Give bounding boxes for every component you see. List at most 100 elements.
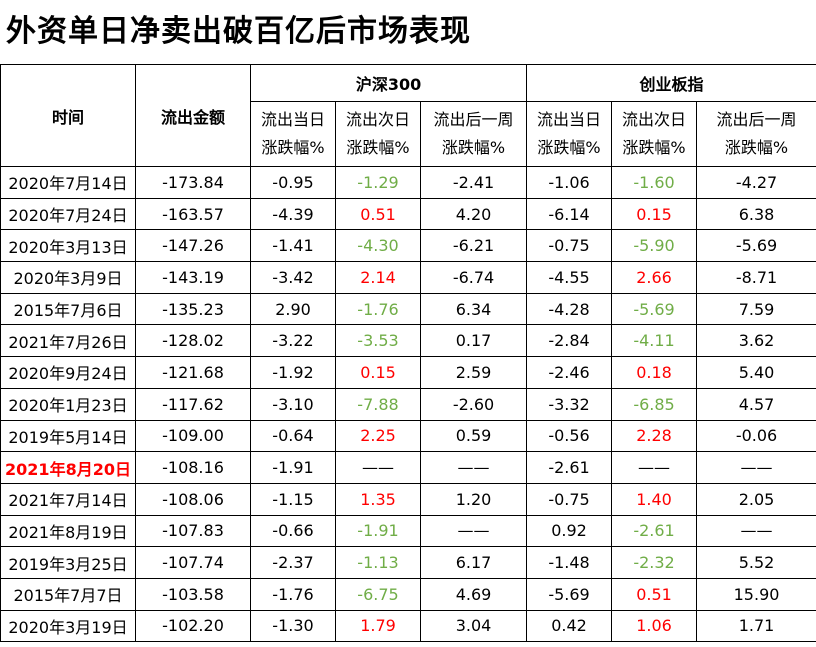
table-row: 2021年8月19日 -107.83 -0.66 -1.91 —— 0.92 -2.61 ——	[0, 514, 816, 548]
hs300-next-day-cell: 1.79	[335, 609, 421, 643]
hs300-week-cell: 6.17	[419, 546, 528, 579]
amount-cell: -128.02	[135, 324, 251, 358]
amount-cell: -107.83	[135, 514, 251, 548]
date-cell: 2020年3月19日	[0, 609, 136, 643]
chinext-week-cell: 7.59	[696, 292, 816, 326]
hs300-next-day-cell: ——	[335, 451, 421, 484]
chinext-day-cell: -0.75	[526, 229, 613, 263]
hs300-day-cell: -1.92	[250, 356, 336, 389]
chinext-day-cell: -2.46	[526, 356, 613, 389]
hs300-week-cell: -6.74	[419, 261, 528, 294]
table-row: 2020年3月13日 -147.26 -1.41 -4.30 -6.21 -0.75 -5.…	[0, 229, 816, 263]
chinext-day-cell: -2.84	[526, 324, 613, 358]
table-row: 2020年9月24日 -121.68 -1.92 0.15 2.59 -2.46 0.18 5…	[0, 356, 816, 389]
table-row: 2021年8月20日 -108.16 -1.91 —— —— -2.61 —— ——	[0, 451, 816, 484]
amount-cell: -103.58	[135, 577, 251, 611]
hs300-day-cell: -3.10	[250, 387, 336, 421]
hs300-week-cell: ——	[419, 514, 528, 548]
table-row: 2020年7月14日 -173.84 -0.95 -1.29 -2.41 -1.06 -1.…	[0, 166, 816, 199]
hs300-day-cell: -0.95	[250, 166, 336, 199]
hs300-week-cell: 2.59	[419, 356, 528, 389]
amount-cell: -121.68	[135, 356, 251, 389]
date-cell: 2021年8月20日	[0, 451, 136, 484]
chinext-next-day-cell: -1.60	[611, 166, 698, 199]
amount-cell: -107.74	[135, 546, 251, 579]
chinext-week-cell: -8.71	[696, 261, 816, 294]
hs300-week-cell: 4.20	[419, 197, 528, 231]
chinext-next-day-cell: -2.61	[611, 514, 698, 548]
hs300-week-cell: -2.60	[419, 387, 528, 421]
amount-cell: -109.00	[135, 419, 251, 453]
table-row: 2019年3月25日 -107.74 -2.37 -1.13 6.17 -1.48 -2.3…	[0, 546, 816, 579]
hs300-next-day-cell: -6.75	[335, 577, 421, 611]
hs300-day-cell: -1.91	[250, 451, 336, 484]
date-cell: 2019年3月25日	[0, 546, 136, 579]
hs300-next-day-cell: 2.25	[335, 419, 421, 453]
amount-cell: -108.06	[135, 482, 251, 516]
chinext-day-cell: -4.55	[526, 261, 613, 294]
amount-cell: -108.16	[135, 451, 251, 484]
chinext-next-day-cell: -5.90	[611, 229, 698, 263]
table-row: 2015年7月6日 -135.23 2.90 -1.76 6.34 -4.28 -5.69 7…	[0, 292, 816, 326]
amount-cell: -163.57	[135, 197, 251, 231]
chinext-next-day-cell: 0.18	[611, 356, 698, 389]
hs300-day-cell: -1.30	[250, 609, 336, 643]
hs300-day-cell: -1.76	[250, 577, 336, 611]
table-row: 2020年3月19日 -102.20 -1.30 1.79 3.04 0.42 1.06 1.…	[0, 609, 816, 643]
date-cell: 2020年3月9日	[0, 261, 136, 294]
hs300-day-cell: -4.39	[250, 197, 336, 231]
hs300-next-day-cell: -7.88	[335, 387, 421, 421]
hs300-next-day-cell: -3.53	[335, 324, 421, 358]
chinext-week-cell: -4.27	[696, 166, 816, 199]
chinext-day-cell: -3.32	[526, 387, 613, 421]
chinext-day-cell: 0.92	[526, 514, 613, 548]
chinext-week-cell: ——	[696, 514, 816, 548]
table-row: 2020年1月23日 -117.62 -3.10 -7.88 -2.60 -3.32 -6.…	[0, 387, 816, 421]
col-header-amount: 流出金额	[135, 64, 251, 167]
chinext-day-cell: -4.28	[526, 292, 613, 326]
table-row: 2021年7月14日 -108.06 -1.15 1.35 1.20 -0.75 1.40 2…	[0, 482, 816, 516]
chinext-day-cell: -6.14	[526, 197, 613, 231]
hs300-week-cell: 1.20	[419, 482, 528, 516]
chinext-week-cell: 1.71	[696, 609, 816, 643]
date-cell: 2021年7月26日	[0, 324, 136, 358]
chinext-week-cell: 3.62	[696, 324, 816, 358]
hs300-next-day-cell: 0.51	[335, 197, 421, 231]
chinext-next-day-cell: 1.40	[611, 482, 698, 516]
hs300-next-day-cell: -1.29	[335, 166, 421, 199]
hs300-day-cell: -1.15	[250, 482, 336, 516]
sub-header-week: 流出后一周 涨跌幅%	[419, 101, 528, 167]
date-cell: 2021年7月14日	[0, 482, 136, 516]
chinext-day-cell: -0.75	[526, 482, 613, 516]
chinext-next-day-cell: 1.06	[611, 609, 698, 643]
hs300-day-cell: -1.41	[250, 229, 336, 263]
hs300-day-cell: 2.90	[250, 292, 336, 326]
hs300-week-cell: ——	[419, 451, 528, 484]
date-cell: 2019年5月14日	[0, 419, 136, 453]
chinext-day-cell: -0.56	[526, 419, 613, 453]
table-row: 2020年3月9日 -143.19 -3.42 2.14 -6.74 -4.55 2.66-…	[0, 261, 816, 294]
hs300-day-cell: -3.42	[250, 261, 336, 294]
group-header-chinext: 创业板指	[526, 64, 816, 102]
chinext-day-cell: -2.61	[526, 451, 613, 484]
hs300-next-day-cell: -4.30	[335, 229, 421, 263]
chinext-week-cell: -0.06	[696, 419, 816, 453]
date-cell: 2020年3月13日	[0, 229, 136, 263]
chinext-day-cell: -1.06	[526, 166, 613, 199]
sub-header-next-day: 流出次日 涨跌幅%	[611, 101, 698, 167]
chinext-week-cell: 2.05	[696, 482, 816, 516]
date-cell: 2020年9月24日	[0, 356, 136, 389]
col-header-time: 时间	[0, 64, 136, 167]
amount-cell: -173.84	[135, 166, 251, 199]
chinext-next-day-cell: -5.69	[611, 292, 698, 326]
sub-header-next-day: 流出次日 涨跌幅%	[335, 101, 421, 167]
hs300-next-day-cell: -1.13	[335, 546, 421, 579]
chinext-week-cell: 6.38	[696, 197, 816, 231]
chinext-week-cell: 5.52	[696, 546, 816, 579]
hs300-next-day-cell: 1.35	[335, 482, 421, 516]
hs300-next-day-cell: 2.14	[335, 261, 421, 294]
table-body: 2020年7月14日 -173.84 -0.95 -1.29 -2.41 -1.06 -1.…	[0, 166, 816, 643]
group-header-hs300: 沪深300	[249, 64, 528, 102]
chinext-week-cell: -5.69	[696, 229, 816, 263]
hs300-next-day-cell: 0.15	[335, 356, 421, 389]
